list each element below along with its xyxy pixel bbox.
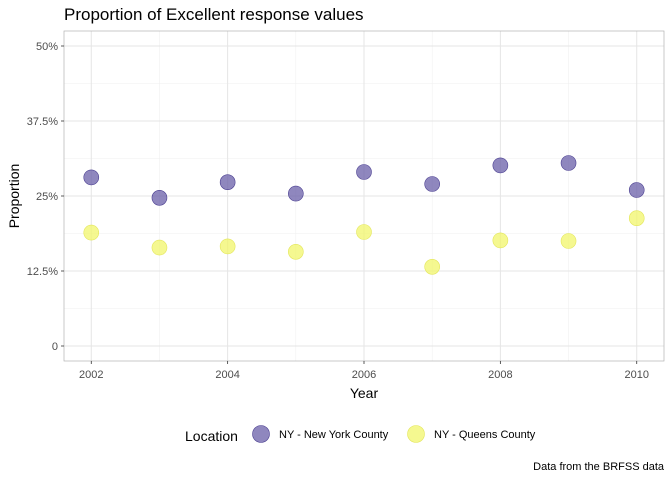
x-tick-label: 2006 (352, 369, 376, 381)
y-axis-ticks: 0 12.5% 25% 37.5% 50% (27, 41, 64, 353)
point-queens-2002 (83, 224, 100, 241)
point-queens-2010 (628, 210, 645, 226)
legend-title: Location (185, 428, 238, 444)
y-tick-label: 12.5% (27, 266, 58, 278)
x-axis-ticks: 2002 2004 2006 2008 2010 (79, 361, 649, 381)
point-new-york-2006 (356, 164, 372, 180)
point-queens-2008 (492, 232, 509, 249)
chart-title: Proportion of Excellent response values (64, 5, 364, 24)
y-tick-label: 50% (36, 41, 58, 53)
point-new-york-2010 (628, 182, 645, 198)
legend: Location NY - New York County NY - Queen… (185, 425, 536, 444)
point-queens-2006 (356, 224, 372, 240)
point-new-york-2009 (560, 155, 577, 171)
x-axis-title: Year (350, 385, 379, 401)
point-new-york-2007 (424, 176, 440, 192)
point-queens-2005 (288, 244, 304, 260)
y-tick-label: 37.5% (27, 116, 58, 128)
point-queens-2003 (151, 239, 168, 256)
x-tick-label: 2008 (488, 369, 512, 381)
point-new-york-2002 (83, 169, 100, 186)
point-new-york-2005 (288, 185, 304, 202)
point-queens-2004 (219, 238, 236, 255)
legend-swatch-new-york (252, 425, 270, 443)
point-new-york-2004 (219, 174, 236, 190)
point-new-york-2003 (151, 190, 168, 206)
data-points (83, 155, 645, 275)
y-tick-label: 25% (36, 191, 58, 203)
legend-swatch-queens (407, 425, 425, 443)
legend-label-queens: NY - Queens County (434, 429, 536, 441)
chart-caption: Data from the BRFSS data (533, 461, 665, 473)
x-tick-label: 2004 (215, 369, 239, 381)
y-tick-label: 0 (52, 341, 58, 353)
legend-label-new-york: NY - New York County (279, 429, 389, 441)
y-axis-title: Proportion (6, 164, 22, 229)
x-tick-label: 2010 (624, 369, 648, 381)
point-new-york-2008 (492, 157, 509, 174)
point-queens-2009 (560, 233, 577, 249)
point-queens-2007 (424, 258, 440, 275)
x-tick-label: 2002 (79, 369, 103, 381)
